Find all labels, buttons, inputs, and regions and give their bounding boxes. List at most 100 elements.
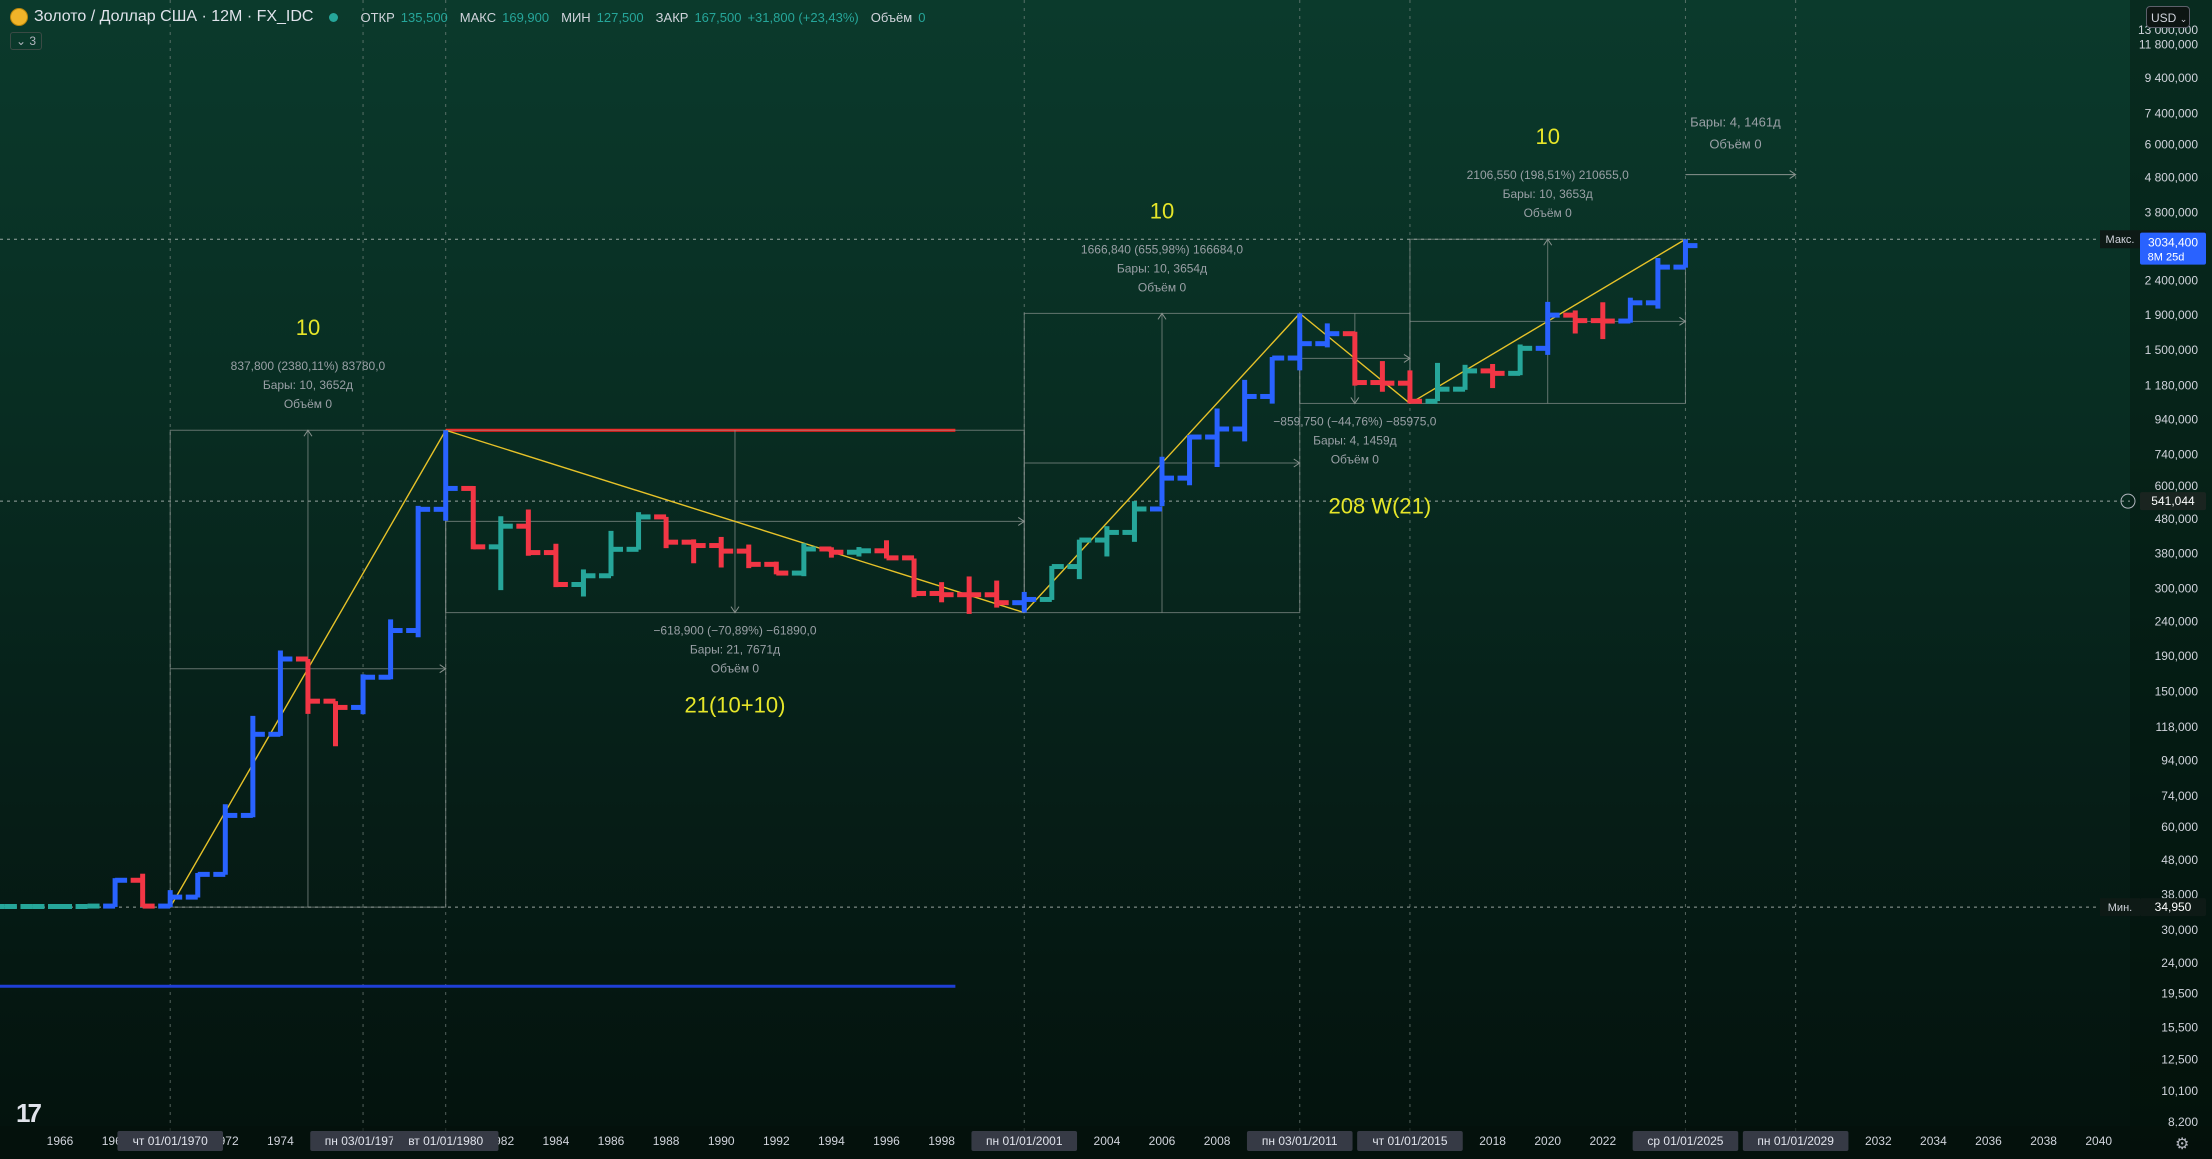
- arrow-right-icon: [1789, 170, 1797, 180]
- price-tick-label: 24,000: [2161, 956, 2198, 970]
- time-tick-label: 1974: [267, 1134, 294, 1148]
- price-tick-label: 480,000: [2155, 512, 2199, 526]
- wave-count-label: 21(10+10): [685, 693, 786, 718]
- price-marker: [2140, 898, 2206, 917]
- price-tick-label: 2 400,000: [2145, 273, 2199, 287]
- price-tick-label: 150,000: [2155, 684, 2199, 698]
- price-tick-label: 48,000: [2161, 853, 2198, 867]
- arrow-up-icon: [1157, 312, 1167, 320]
- ohlc-bar: [984, 580, 1009, 608]
- arrow-up-icon: [1543, 238, 1553, 246]
- tradingview-logo[interactable]: 17: [16, 1098, 42, 1128]
- measure-label: Бары: 10, 3652д: [263, 378, 353, 392]
- change-value: +31,800 (+23,43%): [747, 9, 859, 25]
- time-tick-label: 1990: [708, 1134, 735, 1148]
- price-tick-label: 12,500: [2161, 1053, 2198, 1067]
- close-value: 167,500: [694, 9, 742, 25]
- arrow-right-icon: [439, 664, 447, 674]
- price-marker-countdown: 8M 25d: [2148, 252, 2185, 264]
- time-tick-label: 2004: [1094, 1134, 1121, 1148]
- ohlc-bar: [1453, 364, 1478, 392]
- time-highlight: [310, 1131, 416, 1151]
- ohlc-bar: [1480, 363, 1505, 389]
- time-highlight-label: пн 01/01/2029: [1757, 1134, 1834, 1148]
- measure-label: Объём 0: [1331, 452, 1380, 466]
- time-highlight: [1357, 1131, 1463, 1151]
- wave-count-label: 10: [1150, 198, 1174, 223]
- ohlc-bar: [48, 904, 72, 910]
- ohlc-bar: [0, 904, 17, 910]
- ohlc-bar: [1012, 591, 1037, 613]
- measure-label: Бары: 4, 1461д: [1690, 115, 1781, 130]
- plus-circle-icon: [2120, 493, 2136, 509]
- measure-label: Бары: 10, 3654д: [1117, 261, 1207, 275]
- price-tick-label: 3 800,000: [2145, 205, 2199, 219]
- ohlc-bar: [1122, 501, 1147, 542]
- time-highlight-label: ср 01/01/2025: [1647, 1134, 1723, 1148]
- price-tick-label: 8,200: [2168, 1115, 2198, 1129]
- ohlc-bar: [433, 430, 458, 521]
- symbol-title[interactable]: Золото / Доллар США · 12M · FX_IDC: [34, 8, 314, 25]
- price-tick-label: 240,000: [2155, 615, 2199, 629]
- measure-label: −618,900 (−70,89%) −61890,0: [653, 624, 816, 638]
- measure-label: 1666,840 (655,98%) 166684,0: [1081, 242, 1243, 256]
- ohlc-bar: [516, 509, 541, 556]
- ohlc-bar: [654, 514, 679, 549]
- close-label: ЗАКР: [655, 9, 689, 25]
- ohlc-bar: [130, 873, 155, 909]
- volume-value: 0: [918, 9, 926, 25]
- price-tick-label: 380,000: [2155, 547, 2199, 561]
- measure-label: Бары: 4, 1459д: [1313, 433, 1397, 447]
- price-tick-label: 94,000: [2161, 754, 2198, 768]
- trend-line: [445, 429, 1025, 614]
- price-tick-label: 600,000: [2155, 479, 2199, 493]
- price-tick-label: 60,000: [2161, 820, 2198, 834]
- time-tick-label: 1992: [763, 1134, 790, 1148]
- ohlc-bar: [764, 561, 789, 576]
- price-tick-label: 19,500: [2161, 987, 2198, 1001]
- price-marker-value: 34,950: [2155, 900, 2192, 914]
- high-value: 169,900: [502, 9, 550, 25]
- measure-label: −859,750 (−44,76%) −85975,0: [1273, 414, 1436, 428]
- time-highlight-label: пн 03/01/1977: [325, 1134, 402, 1148]
- ohlc-bar: [488, 516, 513, 591]
- ohlc-bar: [1508, 344, 1533, 376]
- ohlc-bar: [929, 582, 954, 603]
- gold-coin-icon: [10, 8, 28, 26]
- arrow-right-icon: [1679, 316, 1687, 326]
- price-tick-label: 11 800,000: [2139, 37, 2198, 51]
- ohlc-bar: [626, 512, 651, 552]
- measure-label: Объём 0: [284, 397, 333, 411]
- time-tick-label: 2022: [1589, 1134, 1616, 1148]
- ohlc-bar: [1342, 331, 1367, 386]
- price-tick-label: 118,000: [2156, 720, 2199, 734]
- currency-selector[interactable]: USD ⌄: [2146, 6, 2190, 28]
- open-label: ОТКР: [360, 9, 395, 25]
- price-tick-label: 4 800,000: [2145, 171, 2199, 185]
- ohlc-bar: [681, 539, 706, 564]
- indicators-toggle[interactable]: ⌄ 3: [10, 32, 43, 50]
- measure-tool: [1685, 170, 1797, 180]
- currency-label: USD: [2151, 11, 2177, 25]
- time-tick-label: 2040: [2085, 1134, 2112, 1148]
- time-tick-label: 1984: [543, 1134, 570, 1148]
- price-marker-tag: [2100, 230, 2140, 249]
- ohlc-bar: [240, 715, 265, 818]
- time-tick-label: 1994: [818, 1134, 845, 1148]
- ohlc-bar: [1425, 362, 1450, 404]
- ohlc-bar: [185, 871, 210, 900]
- time-tick-label: 2008: [1204, 1134, 1231, 1148]
- gear-icon[interactable]: ⚙: [2175, 1136, 2190, 1153]
- ohlc-bar: [599, 530, 623, 579]
- ohlc-bar: [75, 903, 100, 910]
- price-marker: [2140, 492, 2206, 511]
- chevron-down-icon: ⌄: [2179, 14, 2188, 24]
- ohlc-bar: [1370, 361, 1395, 392]
- ohlc-bar: [1315, 323, 1340, 348]
- time-tick-label: 2036: [1975, 1134, 2002, 1148]
- high-label: МАКС: [459, 9, 497, 25]
- time-tick-label: 2034: [1920, 1134, 1947, 1148]
- measure-label: 837,800 (2380,11%) 83780,0: [231, 359, 386, 373]
